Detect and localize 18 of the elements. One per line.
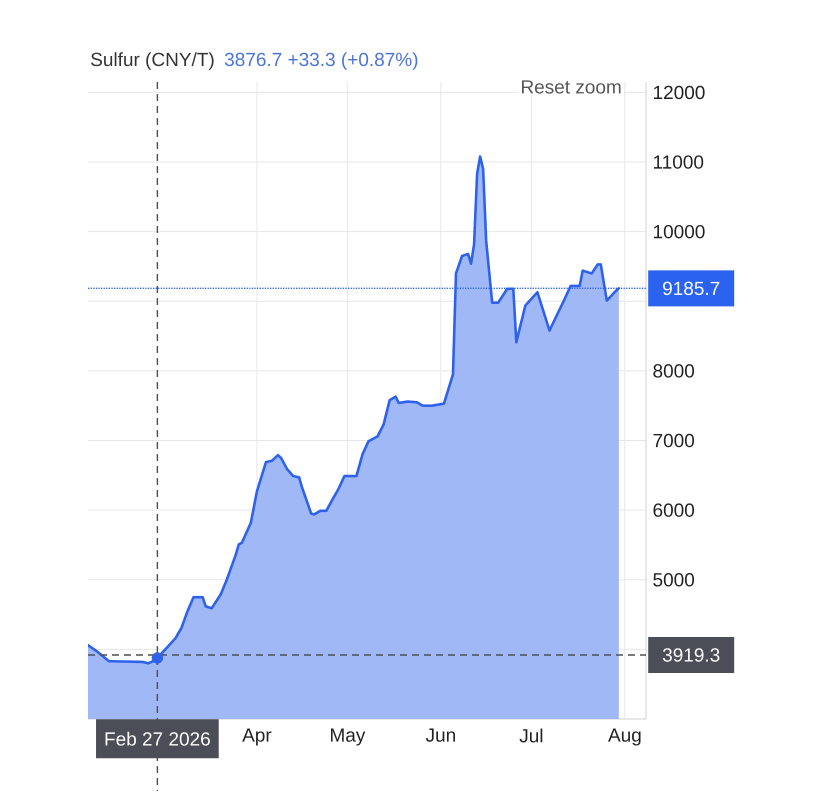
y-tick-label: 11000 (654, 155, 704, 169)
x-tick-label: Jun (426, 728, 455, 742)
x-tick-label: May (331, 728, 366, 746)
y-tick-label: 5000 (653, 573, 694, 586)
y-tick-label: 7000 (653, 434, 694, 448)
x-tick-label: Jul (520, 728, 542, 742)
ref-line-label: 3919.3 (662, 648, 720, 662)
annotation: Reset zoom (522, 80, 621, 94)
chart-title: Sulfur (CNY/T) (91, 52, 214, 70)
y-tick-label: 12000 (654, 86, 705, 100)
chart-subtitle: 3876.7 +33.3 (+0.87%) (224, 52, 418, 70)
y-tick-label: 10000 (654, 224, 705, 238)
x-tick-label: Aug (608, 728, 641, 746)
y-tick-label: 6000 (653, 503, 694, 517)
ref-line-label: Feb 27 2026 (106, 732, 210, 746)
x-tick-label: Apr (242, 728, 272, 746)
ref-line-label: 9185.7 (663, 282, 720, 296)
y-tick-label: 8000 (653, 364, 694, 378)
